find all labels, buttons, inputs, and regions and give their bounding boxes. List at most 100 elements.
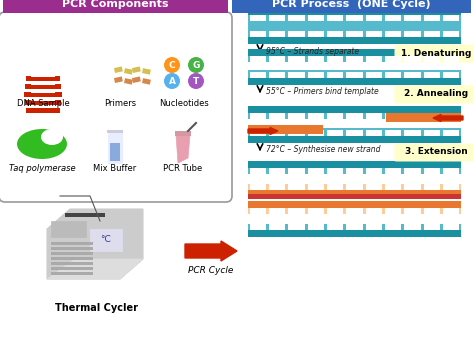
Bar — [404, 131, 421, 136]
Bar — [404, 56, 421, 61]
Bar — [366, 168, 382, 174]
Bar — [248, 111, 461, 119]
Bar — [327, 56, 343, 61]
Bar — [288, 56, 304, 61]
Bar — [142, 68, 151, 75]
Bar — [308, 31, 324, 37]
Bar — [269, 15, 285, 21]
Bar — [424, 113, 440, 119]
Bar — [327, 31, 343, 37]
Bar — [327, 31, 343, 37]
Bar — [327, 131, 343, 136]
Bar — [385, 31, 401, 37]
Bar — [26, 76, 60, 81]
Bar — [424, 208, 440, 214]
Bar — [249, 168, 266, 174]
Bar — [288, 168, 304, 174]
Bar — [346, 56, 363, 61]
Bar — [248, 8, 461, 15]
Text: PCR Cycle: PCR Cycle — [188, 266, 234, 275]
Bar — [308, 113, 324, 119]
Bar — [288, 72, 304, 78]
Bar — [366, 15, 382, 21]
Bar — [249, 31, 266, 37]
Bar — [424, 224, 440, 230]
Bar — [443, 31, 459, 37]
Bar — [25, 84, 61, 89]
Text: PCR Components: PCR Components — [62, 0, 168, 9]
Bar — [327, 15, 343, 21]
Text: 3. Extension: 3. Extension — [405, 147, 467, 157]
Bar — [327, 72, 343, 78]
Bar — [249, 56, 266, 61]
Bar — [308, 131, 324, 136]
Bar — [308, 184, 324, 190]
Bar — [404, 56, 421, 61]
Bar — [327, 208, 343, 214]
Bar — [327, 72, 343, 78]
Bar — [327, 224, 343, 230]
Bar — [269, 131, 285, 136]
Bar — [269, 184, 285, 190]
Bar — [51, 242, 93, 245]
Bar — [366, 56, 382, 61]
Bar — [248, 106, 461, 113]
Bar — [110, 143, 120, 161]
Bar — [385, 131, 401, 136]
Bar — [31, 89, 55, 93]
Bar — [249, 15, 266, 21]
Bar — [248, 136, 461, 143]
Bar — [366, 224, 382, 230]
Bar — [51, 247, 93, 250]
Bar — [249, 15, 266, 21]
Bar — [385, 56, 401, 61]
Bar — [249, 131, 266, 136]
Circle shape — [188, 73, 204, 89]
Bar — [248, 168, 461, 174]
Bar — [386, 113, 461, 122]
Bar — [327, 131, 343, 136]
Bar — [269, 113, 285, 119]
Bar — [404, 208, 421, 214]
Bar — [424, 72, 440, 78]
Bar — [366, 131, 382, 136]
Bar — [51, 267, 93, 270]
Bar — [24, 92, 62, 97]
Bar — [327, 113, 343, 119]
Text: 72°C – Synthesise new strand: 72°C – Synthesise new strand — [266, 146, 381, 154]
Bar — [249, 113, 266, 119]
Text: °C: °C — [100, 236, 111, 245]
Bar — [404, 72, 421, 78]
Bar — [308, 208, 324, 214]
Bar — [269, 15, 285, 21]
Bar — [248, 37, 461, 44]
Bar — [248, 201, 461, 208]
Bar — [443, 15, 459, 21]
Bar — [248, 184, 461, 190]
Text: C: C — [169, 60, 175, 69]
Bar — [385, 72, 401, 78]
Bar — [346, 15, 363, 21]
Bar — [366, 113, 382, 119]
Bar — [424, 31, 440, 37]
Polygon shape — [47, 209, 143, 279]
Bar — [288, 113, 304, 119]
Bar — [288, 208, 304, 214]
Bar — [175, 131, 191, 136]
Bar — [25, 100, 61, 105]
Bar — [288, 224, 304, 230]
Bar — [346, 31, 363, 37]
Ellipse shape — [17, 129, 67, 159]
FancyBboxPatch shape — [394, 86, 474, 104]
Bar — [443, 224, 459, 230]
Bar — [308, 224, 324, 230]
Bar — [51, 221, 86, 237]
Bar — [385, 113, 401, 119]
Bar — [31, 97, 55, 101]
Bar — [31, 73, 55, 77]
Bar — [404, 113, 421, 119]
Text: 95°C – Strands separate: 95°C – Strands separate — [266, 46, 359, 55]
Bar — [443, 168, 459, 174]
Bar — [308, 56, 324, 61]
Bar — [3, 0, 228, 13]
